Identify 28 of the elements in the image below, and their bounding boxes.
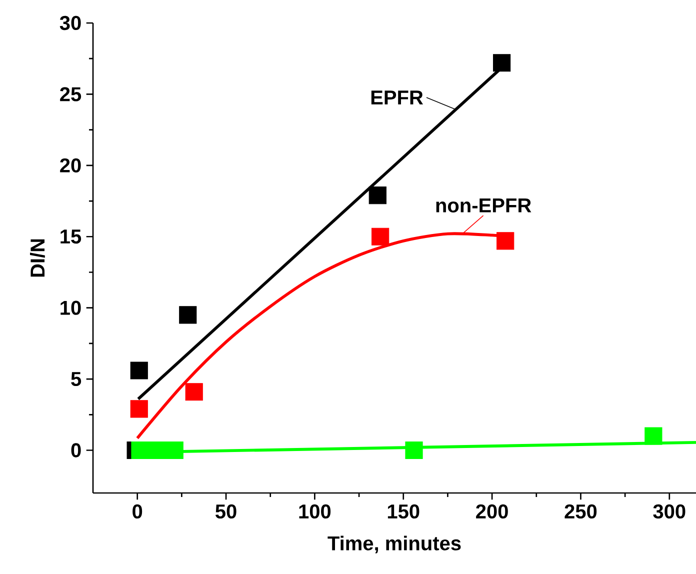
legend-label: EPFR	[371, 90, 424, 104]
y-axis-title: DI/N	[30, 239, 45, 277]
point	[372, 228, 390, 246]
point	[368, 186, 386, 204]
point	[492, 54, 511, 72]
y-tick-label: 20	[60, 158, 81, 172]
point	[185, 383, 203, 401]
point	[496, 232, 514, 250]
y-tick-label: 0	[71, 443, 81, 458]
x-tick-label: 250	[564, 504, 597, 519]
x-tick-label: 200	[476, 504, 508, 519]
x-tick-label: 0	[132, 504, 142, 519]
point	[130, 362, 148, 380]
point	[644, 427, 662, 445]
x-axis-title: Time, minutes	[328, 536, 461, 554]
point	[405, 441, 423, 460]
x-tick-label: 50	[216, 504, 236, 519]
y-tick-label: 30	[60, 16, 81, 30]
x-tick-label: 100	[299, 504, 331, 519]
point	[179, 306, 197, 324]
x-tick-label: 300	[653, 504, 686, 519]
y-tick-label: 15	[60, 230, 82, 244]
y-tick-label: 5	[71, 372, 82, 386]
point	[130, 400, 148, 418]
x-tick-label: 150	[388, 504, 420, 519]
series-label: non-EPFR	[436, 198, 532, 212]
y-tick-label: 25	[60, 87, 82, 102]
y-tick-label: 10	[60, 300, 81, 315]
